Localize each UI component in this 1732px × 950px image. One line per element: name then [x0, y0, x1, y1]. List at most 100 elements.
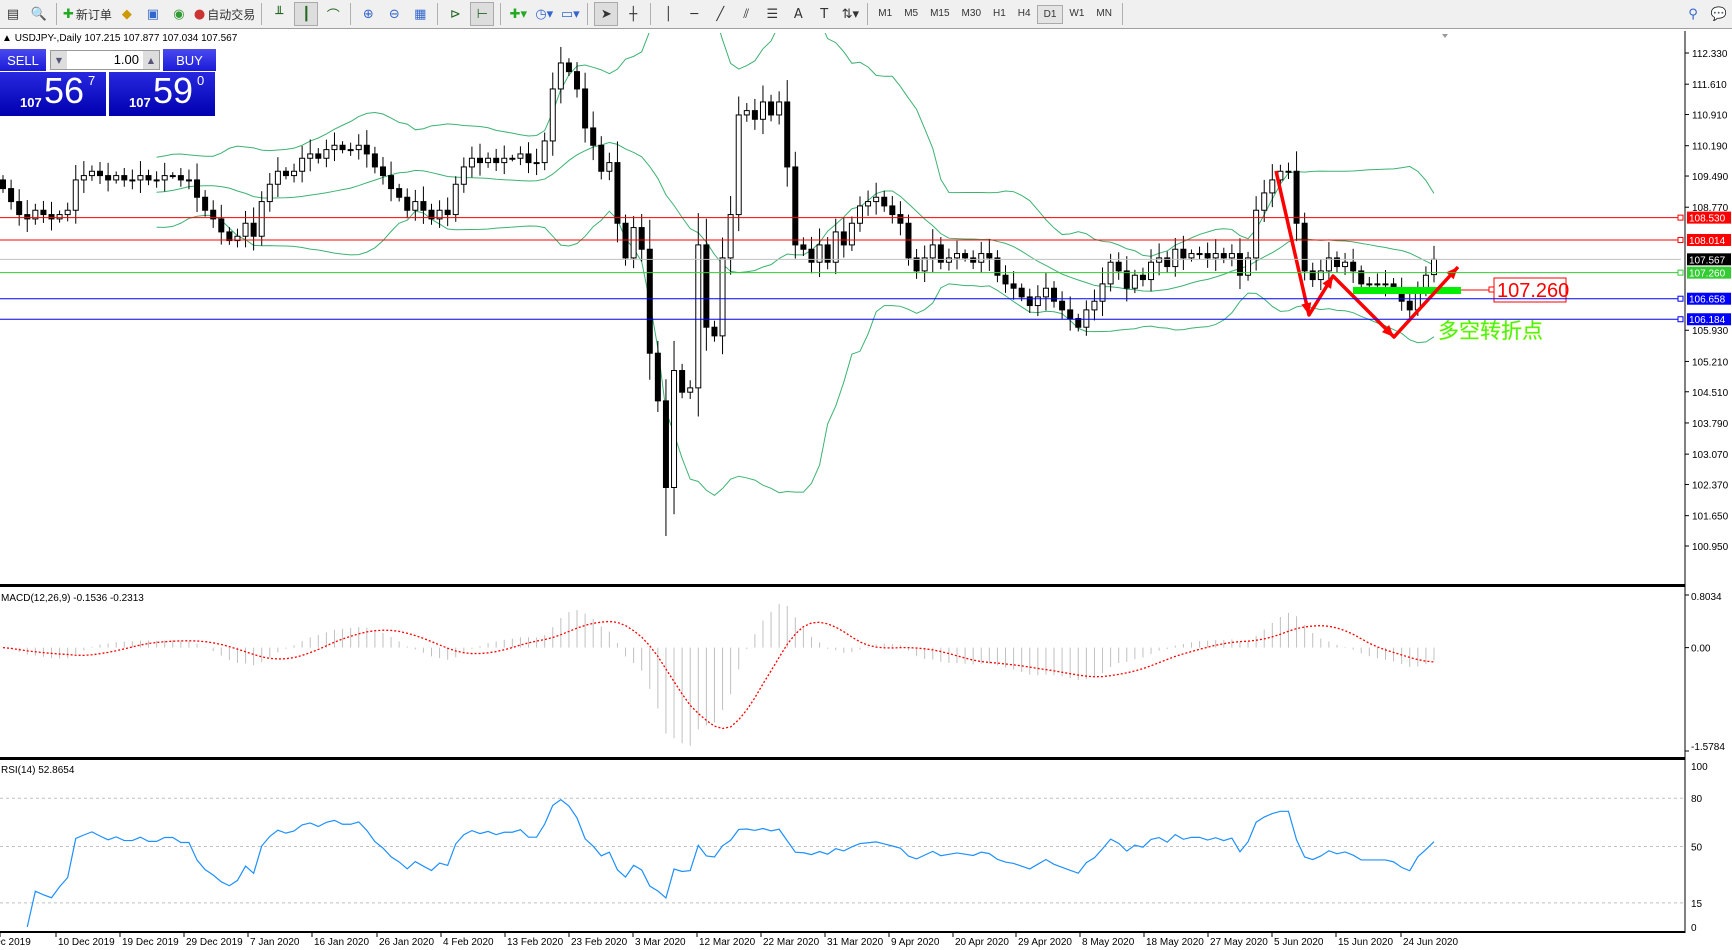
- candle-body: [897, 214, 904, 224]
- candle-body: [420, 201, 427, 211]
- candle-body: [873, 196, 880, 203]
- candle-body: [1309, 270, 1316, 281]
- arrows-icon[interactable]: ⇅▾: [841, 6, 859, 22]
- sell-button[interactable]: SELL: [0, 49, 46, 71]
- pivot-level-bar: [1353, 287, 1461, 294]
- bollinger-up-line: [156, 33, 1435, 257]
- buy-button[interactable]: BUY: [163, 49, 216, 71]
- candle-body: [24, 214, 31, 220]
- candle-body: [1115, 261, 1122, 272]
- signals-icon[interactable]: ◉: [173, 6, 185, 22]
- candle-body: [1220, 253, 1227, 259]
- candle-body: [1075, 318, 1082, 328]
- timeframe-h4[interactable]: H4: [1017, 7, 1031, 19]
- zoom-in-icon[interactable]: ⊕: [362, 6, 374, 22]
- level-handle-icon: [1677, 269, 1684, 276]
- candle-body: [614, 162, 621, 224]
- price-axis-label: 111.610: [1692, 80, 1727, 91]
- candle-body: [1002, 274, 1009, 285]
- candle-body: [711, 326, 718, 337]
- candle-body: [355, 144, 362, 151]
- timeframe-h1[interactable]: H1: [993, 7, 1006, 19]
- price-label-text: 107.260: [1497, 280, 1569, 302]
- candle-body: [703, 244, 710, 328]
- chart-shift-icon[interactable]: ⊢: [470, 2, 495, 26]
- lot-increase-button[interactable]: ▲: [143, 51, 159, 69]
- auto-scroll-icon[interactable]: ⊳: [449, 6, 461, 22]
- text-tool-icon[interactable]: A: [793, 6, 803, 22]
- timeframe-mn[interactable]: MN: [1096, 7, 1112, 19]
- timeframe-d1[interactable]: D1: [1036, 4, 1064, 24]
- rsi-line: [26, 798, 1435, 928]
- candle-body: [654, 352, 661, 402]
- buy-price[interactable]: 107 59 0: [109, 70, 215, 116]
- indicators-icon[interactable]: ✚▾: [509, 6, 527, 22]
- rsi-axis-label: 15: [1691, 899, 1703, 910]
- candle-body: [291, 170, 298, 177]
- collapse-arrow-icon[interactable]: ▲: [2, 33, 12, 44]
- candle-body: [1148, 261, 1155, 281]
- trendline-icon[interactable]: ╱: [716, 6, 725, 22]
- candle-body: [1285, 170, 1292, 173]
- candle-body: [954, 253, 960, 259]
- chat-icon[interactable]: 💬: [1710, 6, 1728, 22]
- candle-body: [1083, 309, 1090, 328]
- timeframe-m15[interactable]: M15: [930, 7, 950, 19]
- bar-chart-icon[interactable]: ╨: [275, 6, 284, 22]
- line-chart-icon[interactable]: ⌒: [326, 8, 340, 24]
- auto-trading-button[interactable]: ● 自动交易: [193, 6, 256, 22]
- cursor-icon[interactable]: ➤: [594, 2, 619, 26]
- level-price-badge: [1687, 292, 1731, 305]
- lot-size-value: 1.00: [113, 52, 139, 67]
- equidistant-channel-icon[interactable]: ⫽: [743, 6, 750, 22]
- candle-body: [177, 175, 184, 181]
- navigator-icon[interactable]: ▣: [146, 6, 160, 22]
- time-axis-label: 9 Apr 2020: [891, 937, 940, 948]
- text-label-icon[interactable]: T: [820, 6, 829, 22]
- timeframe-m5[interactable]: M5: [904, 7, 919, 19]
- candle-body: [428, 209, 435, 220]
- candle-body: [1382, 283, 1389, 286]
- candle-body: [436, 209, 443, 220]
- pane-divider: [0, 757, 1685, 760]
- zoom-out-icon[interactable]: ⊖: [388, 6, 400, 22]
- new-order-button[interactable]: ✚ 新订单: [63, 6, 112, 22]
- metaeditor-icon[interactable]: ◆: [121, 6, 132, 22]
- candle-body: [630, 227, 637, 259]
- timeframe-m1[interactable]: M1: [878, 7, 893, 19]
- time-axis-label: 8 May 2020: [1082, 937, 1135, 948]
- level-price-badge: [1687, 313, 1731, 326]
- time-axis-label: 13 Feb 2020: [507, 937, 564, 948]
- candle-body: [1026, 296, 1033, 307]
- horizontal-line-icon[interactable]: ─: [690, 6, 699, 22]
- new-chart-icon[interactable]: ▤: [6, 6, 20, 22]
- main-pane: [0, 33, 1567, 537]
- vertical-line-icon[interactable]: │: [664, 6, 673, 22]
- candle-body: [590, 127, 597, 146]
- candle-body: [32, 209, 39, 220]
- search-icon[interactable]: ⚲: [1688, 6, 1698, 22]
- fibonacci-icon[interactable]: ☰: [766, 6, 779, 22]
- candlestick-chart-icon[interactable]: ┃: [294, 2, 319, 26]
- crosshair-icon[interactable]: ┼: [629, 6, 638, 22]
- level-price-label: 108.014: [1689, 236, 1726, 247]
- sell-price[interactable]: 107 56 7: [0, 70, 106, 116]
- timeframe-w1[interactable]: W1: [1069, 7, 1085, 19]
- time-axis-label: Dec 2019: [0, 937, 31, 948]
- profiles-icon[interactable]: 🔍: [30, 6, 48, 22]
- price-axis-label: 110.910: [1692, 111, 1728, 122]
- candle-body: [727, 214, 734, 259]
- lot-decrease-button[interactable]: ▼: [51, 51, 67, 69]
- tile-windows-icon[interactable]: ▦: [414, 6, 427, 22]
- chart-shift-marker-icon: [1442, 34, 1448, 38]
- lot-size-input[interactable]: ▼ 1.00 ▲: [50, 50, 160, 70]
- candle-body: [743, 110, 750, 116]
- templates-icon[interactable]: ▭▾: [560, 6, 580, 22]
- candle-body: [1131, 274, 1138, 289]
- periods-icon[interactable]: ◷▾: [535, 6, 554, 22]
- candle-body: [210, 209, 217, 220]
- timeframe-m30[interactable]: M30: [961, 7, 981, 19]
- sell-price-fraction: 7: [88, 73, 96, 88]
- toolbar-separator: [437, 3, 439, 25]
